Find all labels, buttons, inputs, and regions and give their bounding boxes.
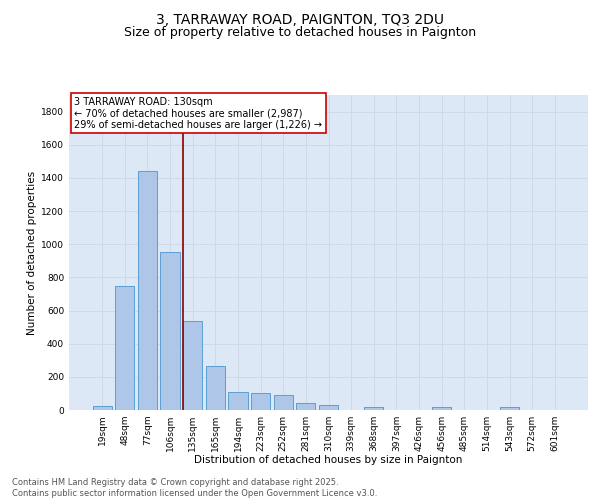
Bar xyxy=(500,407,519,410)
Bar xyxy=(229,392,248,410)
X-axis label: Distribution of detached houses by size in Paignton: Distribution of detached houses by size … xyxy=(194,456,463,466)
Bar xyxy=(319,406,338,410)
Y-axis label: Number of detached properties: Number of detached properties xyxy=(27,170,37,334)
Text: 3 TARRAWAY ROAD: 130sqm
← 70% of detached houses are smaller (2,987)
29% of semi: 3 TARRAWAY ROAD: 130sqm ← 70% of detache… xyxy=(74,96,322,130)
Text: Size of property relative to detached houses in Paignton: Size of property relative to detached ho… xyxy=(124,26,476,39)
Bar xyxy=(92,406,112,410)
Text: Contains HM Land Registry data © Crown copyright and database right 2025.
Contai: Contains HM Land Registry data © Crown c… xyxy=(12,478,377,498)
Bar xyxy=(183,322,202,410)
Bar xyxy=(432,406,451,410)
Bar xyxy=(274,395,293,410)
Bar xyxy=(364,407,383,410)
Text: 3, TARRAWAY ROAD, PAIGNTON, TQ3 2DU: 3, TARRAWAY ROAD, PAIGNTON, TQ3 2DU xyxy=(156,12,444,26)
Bar xyxy=(251,392,270,410)
Bar xyxy=(206,366,225,410)
Bar xyxy=(296,404,316,410)
Bar xyxy=(160,252,180,410)
Bar xyxy=(115,286,134,410)
Bar xyxy=(138,172,157,410)
